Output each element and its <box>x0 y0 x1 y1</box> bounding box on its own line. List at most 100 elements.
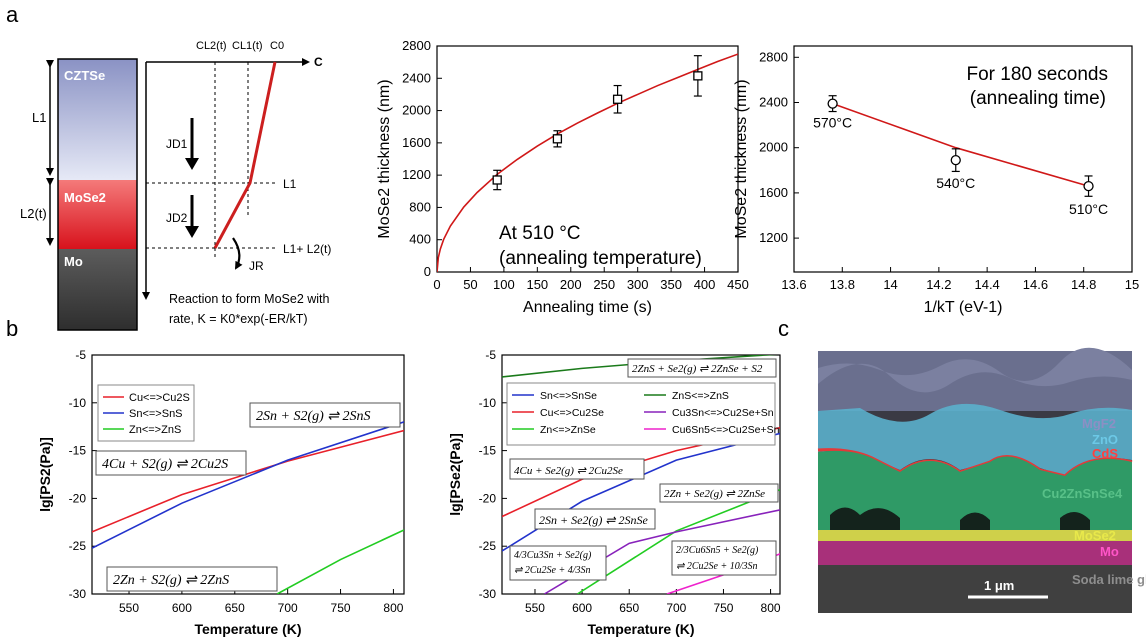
mo-layer <box>58 249 137 330</box>
plot-frame <box>91 354 405 595</box>
x-tick-label: 600 <box>572 601 592 615</box>
equation-box <box>249 402 401 428</box>
y-axis-label: lg[PS2(Pa)] <box>37 437 53 512</box>
x-axis-label: 1/kT (eV-1) <box>924 299 1003 316</box>
y-tick-label: -25 <box>479 539 497 553</box>
chart-thickness-vs-inverse-kt: 13.6 13.8 14 14.2 14.4 14.6 14.8 15 1200 1600 2000… <box>733 45 1139 316</box>
x-tick-label: 600 <box>172 601 192 615</box>
y-tick-label: -15 <box>479 444 497 458</box>
y-tick-label: -30 <box>69 587 87 601</box>
x-tick-label: 550 <box>119 601 139 615</box>
y-tick-label: -5 <box>485 348 496 362</box>
legend-entry: Zn<=>ZnSe <box>540 424 596 436</box>
x-tick-label: 300 <box>627 277 649 292</box>
plot-frame <box>501 354 781 595</box>
label-cds: CdS <box>1092 446 1118 461</box>
x-tick-label: 14.4 <box>974 277 999 292</box>
plot-frame <box>793 45 1133 273</box>
x-tick-label: 400 <box>694 277 716 292</box>
x-tick-label: 750 <box>713 601 733 615</box>
label-mgf2: MgF2 <box>1082 416 1116 431</box>
y-tick-label: 2400 <box>759 95 788 110</box>
x-tick-label: 100 <box>493 277 515 292</box>
label-glass: Soda lime glass <box>1072 572 1146 587</box>
data-point <box>827 98 838 109</box>
diffusion-schematic: CZTSe MoSe2 Mo L1 L2(t) C CL2(t) CL1(t) … <box>20 40 331 331</box>
mose2-layer <box>58 180 137 249</box>
fit-curve <box>437 53 738 272</box>
y-tick-label: 400 <box>409 232 431 247</box>
y-tick-label: 1600 <box>759 185 788 200</box>
y-tick-label: 1200 <box>759 230 788 245</box>
equation-text: ⇌ 2Cu2Se + 10/3Sn <box>676 561 758 572</box>
x-tick-label: 15 <box>1125 277 1139 292</box>
voids <box>830 507 1090 530</box>
flux-label-jd1: JD1 <box>166 137 188 151</box>
equation-box <box>95 450 247 476</box>
equation-box <box>509 545 607 581</box>
level-label-l1: L1 <box>283 177 297 191</box>
concentration-profile <box>213 61 277 249</box>
flux-label-jd2: JD2 <box>166 211 188 225</box>
x-axis-label: Temperature (K) <box>587 621 694 637</box>
equation-box <box>627 358 777 378</box>
chart-thickness-vs-time: 0 50 100 150 200 250 300 350 400 450 0 400 800 1200 16… <box>376 38 749 316</box>
plot-area <box>92 421 404 594</box>
legend-entry: Zn<=>ZnS <box>129 424 181 436</box>
x-axis-label: Temperature (K) <box>194 621 301 637</box>
y-tick-label: 1200 <box>402 167 431 182</box>
layer-label-mose2: MoSe2 <box>64 190 106 205</box>
data-point <box>492 175 502 185</box>
equation-text: 2Zn + Se2(g) ⇌ 2ZnSe <box>664 488 765 500</box>
legend: Sn<=>SnSe ZnS<=>ZnS Cu<=>Cu2Se Cu3Sn<=>Cu2S… <box>506 382 780 446</box>
layer-label-mo: Mo <box>64 254 83 269</box>
equation-text: 4Cu + Se2(g) ⇌ 2Cu2Se <box>514 465 623 477</box>
equation-text: 4Cu + S2(g) ⇌ 2Cu2S <box>102 457 228 472</box>
x-tick-label: 550 <box>525 601 545 615</box>
series-line <box>576 489 780 594</box>
x-tick-label: 650 <box>619 601 639 615</box>
equation-text: ⇌ 2Cu2Se + 4/3Sn <box>514 565 591 576</box>
equation-text: 2Sn + Se2(g) ⇌ 2SnSe <box>539 513 648 527</box>
x-tick-label: 13.8 <box>830 277 855 292</box>
l2-label: L2(t) <box>20 206 47 221</box>
charts: 0 50 100 150 200 250 300 350 400 450 0 400 800 1200 16… <box>37 38 1139 637</box>
conc-label-cl2: CL2(t) <box>196 40 227 52</box>
y-tick-label: -25 <box>69 539 87 553</box>
equation-text: 2ZnS + Se2(g) ⇌ 2ZnSe + S2 <box>632 363 763 375</box>
legend-entry: Sn<=>SnSe <box>540 390 597 402</box>
label-czts: Cu2ZnSnSe4 <box>1042 486 1123 501</box>
plot-area <box>832 102 1089 187</box>
y-axis-label: MoSe2 thickness (nm) <box>376 79 393 238</box>
equation-text: 2/3Cu6Sn5 + Se2(g) <box>676 545 759 556</box>
czts-region <box>818 450 1132 530</box>
y-tick-label: -10 <box>479 396 497 410</box>
equation-text: 4/3Cu3Sn + Se2(g) <box>514 550 592 561</box>
x-axis-label: Annealing time (s) <box>523 299 652 316</box>
y-axis-label: lg[PSe2(Pa)] <box>447 433 463 515</box>
conc-label-cl1: CL1(t) <box>232 40 263 52</box>
x-tick-label: 800 <box>383 601 403 615</box>
x-tick-label: 700 <box>666 601 686 615</box>
series-line <box>276 529 404 594</box>
y-tick-label: 2800 <box>402 38 431 53</box>
reaction-text-2: rate, K = K0*exp(-ER/kT) <box>169 312 308 326</box>
series-line <box>92 421 404 549</box>
y-tick-label: -15 <box>69 444 87 458</box>
x-tick-label: 14.6 <box>1023 277 1048 292</box>
x-tick-label: 700 <box>278 601 298 615</box>
x-tick-label: 350 <box>660 277 682 292</box>
x-tick-label: 800 <box>761 601 781 615</box>
czte-layer <box>58 59 137 180</box>
sem-cross-section: MgF2 ZnO CdS Cu2ZnSnSe4 MoSe2 Mo Soda li… <box>817 347 1146 613</box>
x-tick-label: 150 <box>526 277 548 292</box>
y-tick-label: 2000 <box>759 140 788 155</box>
equation-box <box>106 566 278 592</box>
x-tick-label: 750 <box>331 601 351 615</box>
equation-box <box>659 483 779 503</box>
y-axis-label: MoSe2 thickness (nm) <box>733 79 750 238</box>
legend: Cu<=>Cu2S Sn<=>SnS Zn<=>ZnS <box>97 384 195 442</box>
plot-area <box>437 53 738 272</box>
y-tick-label: 800 <box>409 199 431 214</box>
